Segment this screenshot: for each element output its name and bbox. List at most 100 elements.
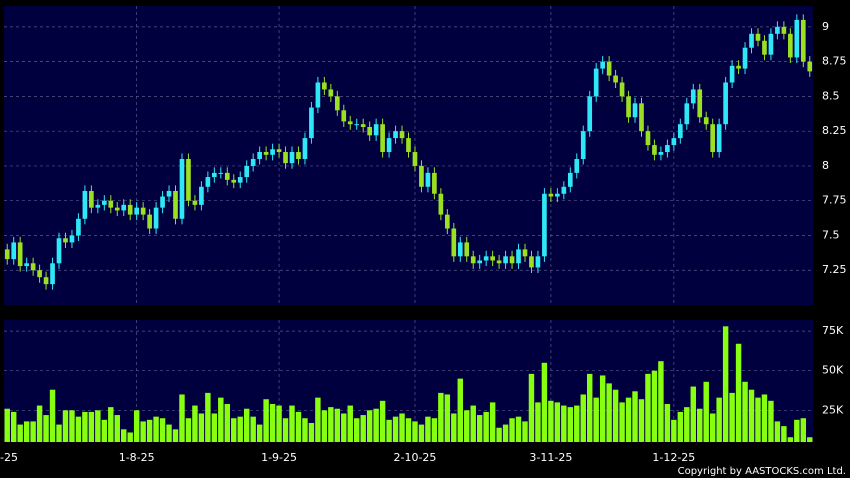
candle-body — [736, 65, 741, 69]
candle-body — [800, 19, 806, 62]
volume-bar — [794, 419, 800, 442]
volume-bar — [464, 410, 470, 442]
candle-body — [470, 256, 476, 264]
volume-bar — [677, 411, 684, 442]
candle-body — [788, 33, 793, 58]
volume-bar — [237, 416, 243, 442]
volume-bar — [366, 410, 373, 442]
volume-bar — [308, 422, 315, 442]
candle-body — [101, 200, 107, 205]
volume-bar — [489, 402, 496, 442]
volume-bar — [101, 419, 108, 442]
volume-bar — [256, 424, 263, 442]
volume-bar — [774, 421, 781, 442]
candle-body — [703, 117, 709, 125]
candle-body — [205, 177, 211, 187]
volume-bar — [768, 400, 774, 442]
candle-body — [716, 124, 722, 153]
candle-body — [516, 249, 521, 264]
candle-body — [257, 152, 262, 159]
candle-body — [270, 149, 275, 155]
volume-bar — [198, 413, 205, 442]
candle-body — [781, 26, 787, 34]
volume-bar — [509, 418, 515, 442]
volume-bar — [528, 373, 535, 442]
candle-body — [457, 242, 463, 257]
volume-bar — [263, 399, 269, 442]
candle-body — [639, 103, 644, 132]
volume-bar — [502, 424, 509, 442]
volume-bar — [95, 410, 101, 442]
volume-bar — [787, 437, 794, 442]
x-tick-label: 1-8-25 — [119, 451, 155, 464]
volume-bar — [185, 418, 192, 442]
candle-body — [632, 103, 638, 118]
candle-body — [276, 149, 282, 153]
candle-body — [580, 131, 586, 159]
y-tick-label: 75K — [822, 324, 844, 337]
candle-body — [76, 218, 81, 236]
volume-bar — [399, 413, 405, 442]
candle-body — [386, 138, 392, 153]
volume-bar — [43, 415, 49, 442]
volume-bar — [211, 413, 218, 442]
volume-bar — [373, 408, 379, 442]
candle-body — [186, 158, 191, 201]
x-tick-label: 1-9-25 — [261, 451, 297, 464]
candle-body — [296, 152, 301, 159]
candle-body — [658, 152, 664, 155]
volume-bar — [108, 407, 114, 442]
candle-body — [192, 200, 198, 205]
candle-body — [406, 138, 411, 153]
candle-body — [419, 165, 424, 187]
candle-body — [762, 40, 767, 55]
volume-bar — [632, 391, 638, 442]
volume-bar — [62, 410, 69, 442]
volume-bar — [75, 416, 82, 442]
volume-bar — [392, 416, 399, 442]
volume-bar — [192, 405, 198, 442]
volume-bar — [690, 386, 696, 442]
volume-bar — [276, 405, 282, 442]
volume-bar — [243, 408, 250, 442]
candle-body — [438, 193, 444, 215]
candle-body — [645, 131, 651, 146]
candle-body — [723, 82, 728, 125]
volume-bar — [586, 373, 593, 442]
candle-body — [173, 190, 178, 219]
candle-body — [50, 263, 55, 285]
candle-body — [166, 190, 172, 197]
volume-bar — [483, 411, 489, 442]
candle-body — [483, 256, 489, 261]
volume-bar — [412, 421, 418, 442]
volume-bar — [438, 392, 444, 442]
candle-body — [347, 121, 353, 125]
volume-bar — [684, 407, 690, 442]
candle-body — [56, 238, 62, 264]
candle-body — [199, 186, 204, 205]
volume-bar — [697, 408, 703, 442]
volume-bar — [69, 410, 75, 442]
y-tick-label: 50K — [822, 364, 844, 377]
candle-body — [147, 214, 152, 229]
candle-body — [373, 124, 379, 136]
candle-body — [140, 207, 146, 215]
volume-bar — [606, 383, 612, 442]
candle-body — [354, 124, 360, 126]
volume-bar — [548, 400, 554, 442]
candle-body — [69, 235, 75, 243]
volume-bar — [295, 411, 302, 442]
volume-bar — [127, 432, 133, 442]
volume-bar — [593, 397, 599, 442]
candle-body — [807, 61, 813, 72]
volume-bar — [405, 418, 412, 442]
volume-bar — [580, 394, 586, 442]
volume-bar — [282, 418, 289, 442]
candle-body — [710, 124, 716, 153]
volume-bar — [716, 397, 722, 442]
candle-body — [555, 193, 560, 197]
candle-body — [509, 256, 515, 264]
volume-bar — [431, 418, 438, 442]
volume-bar — [341, 413, 347, 442]
